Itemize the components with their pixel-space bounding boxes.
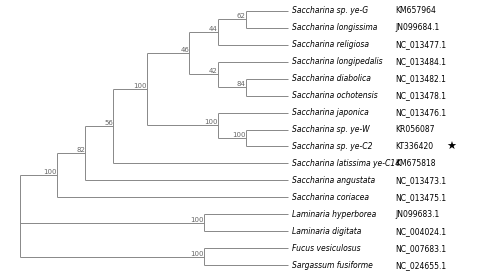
Text: Saccharina longipedalis: Saccharina longipedalis <box>292 57 383 66</box>
Text: KM657964: KM657964 <box>395 6 436 15</box>
Text: Saccharina sp. ye-C2: Saccharina sp. ye-C2 <box>292 142 373 151</box>
Text: 100: 100 <box>204 119 218 125</box>
Text: KM675818: KM675818 <box>395 159 436 168</box>
Text: Sargassum fusiforme: Sargassum fusiforme <box>292 261 373 270</box>
Text: NC_013473.1: NC_013473.1 <box>395 176 446 185</box>
Text: Saccharina sp. ye-W: Saccharina sp. ye-W <box>292 125 370 134</box>
Text: Saccharina sp. ye-G: Saccharina sp. ye-G <box>292 6 368 15</box>
Text: ★: ★ <box>446 142 456 152</box>
Text: Laminaria digitata: Laminaria digitata <box>292 227 362 236</box>
Text: 100: 100 <box>134 83 147 89</box>
Text: Saccharina japonica: Saccharina japonica <box>292 108 369 117</box>
Text: 100: 100 <box>232 132 246 138</box>
Text: NC_007683.1: NC_007683.1 <box>395 244 446 253</box>
Text: Saccharina longissima: Saccharina longissima <box>292 23 378 32</box>
Text: Saccharina diabolica: Saccharina diabolica <box>292 74 371 83</box>
Text: NC_013484.1: NC_013484.1 <box>395 57 446 66</box>
Text: Laminaria hyperborea: Laminaria hyperborea <box>292 210 376 219</box>
Text: Fucus vesiculosus: Fucus vesiculosus <box>292 244 361 253</box>
Text: 100: 100 <box>44 169 57 175</box>
Text: JN099683.1: JN099683.1 <box>395 210 440 219</box>
Text: 100: 100 <box>190 217 203 223</box>
Text: Saccharina ochotensis: Saccharina ochotensis <box>292 91 378 100</box>
Text: NC_013475.1: NC_013475.1 <box>395 193 446 202</box>
Text: Saccharina latissima ye-C14: Saccharina latissima ye-C14 <box>292 159 401 168</box>
Text: NC_024655.1: NC_024655.1 <box>395 261 446 270</box>
Text: Saccharina angustata: Saccharina angustata <box>292 176 376 185</box>
Text: KR056087: KR056087 <box>395 125 434 134</box>
Text: JN099684.1: JN099684.1 <box>395 23 440 32</box>
Text: NC_013478.1: NC_013478.1 <box>395 91 446 100</box>
Text: 62: 62 <box>237 13 246 19</box>
Text: 82: 82 <box>76 147 85 153</box>
Text: 84: 84 <box>237 81 246 87</box>
Text: KT336420: KT336420 <box>395 142 433 151</box>
Text: NC_004024.1: NC_004024.1 <box>395 227 446 236</box>
Text: 42: 42 <box>209 68 218 75</box>
Text: 56: 56 <box>104 120 114 126</box>
Text: 44: 44 <box>209 26 218 32</box>
Text: Saccharina religiosa: Saccharina religiosa <box>292 40 370 49</box>
Text: 46: 46 <box>180 47 190 53</box>
Text: NC_013477.1: NC_013477.1 <box>395 40 446 49</box>
Text: NC_013476.1: NC_013476.1 <box>395 108 446 117</box>
Text: Saccharina coriacea: Saccharina coriacea <box>292 193 370 202</box>
Text: NC_013482.1: NC_013482.1 <box>395 74 446 83</box>
Text: 100: 100 <box>190 251 203 257</box>
